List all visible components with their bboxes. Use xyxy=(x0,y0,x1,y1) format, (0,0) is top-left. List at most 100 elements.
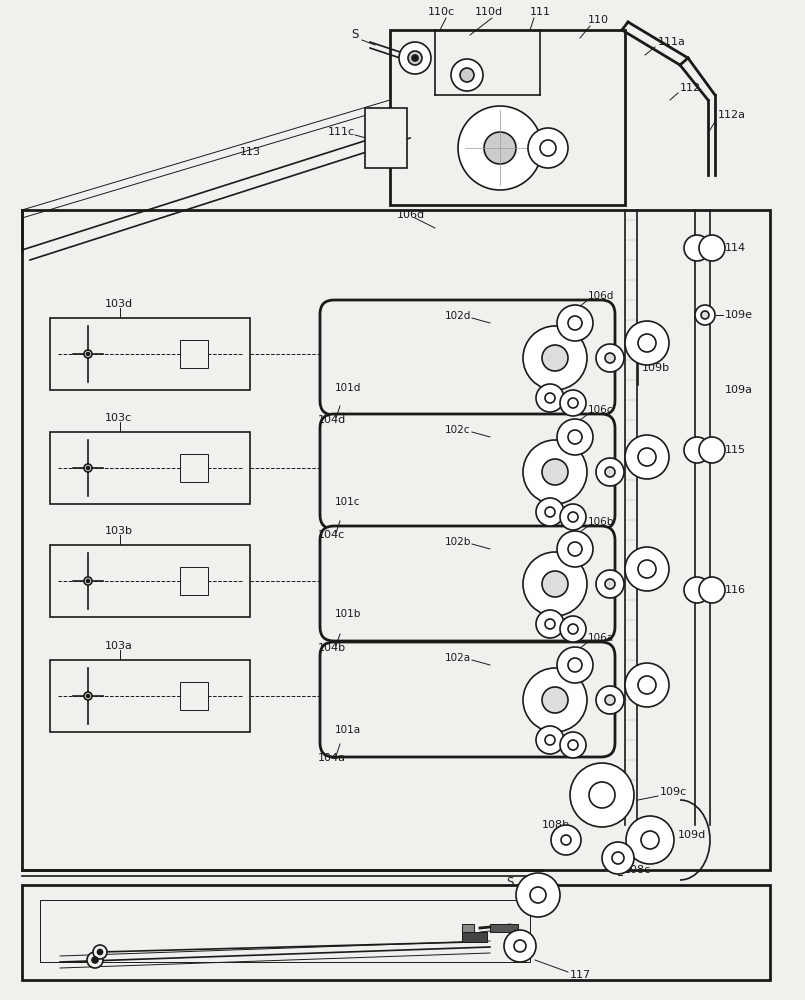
Circle shape xyxy=(551,825,581,855)
Text: 110d: 110d xyxy=(475,7,503,17)
Circle shape xyxy=(625,435,669,479)
Text: 110c: 110c xyxy=(428,7,455,17)
Circle shape xyxy=(596,686,624,714)
Text: 111a: 111a xyxy=(658,37,686,47)
Circle shape xyxy=(638,334,656,352)
Circle shape xyxy=(92,957,98,963)
Circle shape xyxy=(605,579,615,589)
Text: 109a: 109a xyxy=(725,385,753,395)
Circle shape xyxy=(560,732,586,758)
Circle shape xyxy=(568,430,582,444)
Circle shape xyxy=(684,577,710,603)
Circle shape xyxy=(699,235,725,261)
Circle shape xyxy=(86,694,89,698)
Text: 101c: 101c xyxy=(335,497,361,507)
Circle shape xyxy=(568,624,578,634)
Bar xyxy=(180,567,208,595)
Text: 113: 113 xyxy=(240,147,261,157)
Circle shape xyxy=(523,326,587,390)
Circle shape xyxy=(536,384,564,412)
Text: 116: 116 xyxy=(725,585,746,595)
Circle shape xyxy=(596,570,624,598)
Text: 102d: 102d xyxy=(445,311,472,321)
Circle shape xyxy=(528,128,568,168)
Text: 115: 115 xyxy=(725,445,746,455)
Circle shape xyxy=(540,140,556,156)
Bar xyxy=(40,900,530,962)
Circle shape xyxy=(699,577,725,603)
Circle shape xyxy=(638,448,656,466)
Circle shape xyxy=(568,512,578,522)
Circle shape xyxy=(699,437,725,463)
Circle shape xyxy=(542,687,568,713)
Circle shape xyxy=(84,692,92,700)
Circle shape xyxy=(557,647,593,683)
Text: 103b: 103b xyxy=(105,526,133,536)
Circle shape xyxy=(701,311,709,319)
Circle shape xyxy=(557,419,593,455)
Text: 104b: 104b xyxy=(318,643,346,653)
Circle shape xyxy=(557,305,593,341)
Bar xyxy=(50,318,250,390)
Circle shape xyxy=(86,580,89,582)
Circle shape xyxy=(542,571,568,597)
Circle shape xyxy=(570,763,634,827)
Circle shape xyxy=(86,353,89,356)
Circle shape xyxy=(641,831,659,849)
Circle shape xyxy=(560,390,586,416)
Circle shape xyxy=(605,695,615,705)
Text: 114: 114 xyxy=(725,243,746,253)
Circle shape xyxy=(605,467,615,477)
FancyBboxPatch shape xyxy=(320,526,615,641)
Circle shape xyxy=(97,950,102,954)
Text: 101d: 101d xyxy=(335,383,361,393)
Text: 109d: 109d xyxy=(678,830,706,840)
Circle shape xyxy=(560,504,586,530)
Circle shape xyxy=(523,668,587,732)
Circle shape xyxy=(523,552,587,616)
Text: 104d: 104d xyxy=(318,415,346,425)
Text: 106c: 106c xyxy=(588,405,613,415)
Circle shape xyxy=(612,852,624,864)
Text: 111c: 111c xyxy=(328,127,355,137)
Circle shape xyxy=(638,560,656,578)
Circle shape xyxy=(545,735,555,745)
Text: S: S xyxy=(351,28,359,41)
Bar xyxy=(50,432,250,504)
FancyBboxPatch shape xyxy=(320,414,615,529)
Circle shape xyxy=(545,619,555,629)
Circle shape xyxy=(568,316,582,330)
Circle shape xyxy=(460,68,474,82)
Text: 110: 110 xyxy=(588,15,609,25)
Text: 101a: 101a xyxy=(335,725,361,735)
Bar xyxy=(180,340,208,368)
Circle shape xyxy=(625,321,669,365)
Bar xyxy=(390,30,625,205)
Text: 112a: 112a xyxy=(718,110,746,120)
Circle shape xyxy=(568,740,578,750)
Text: 102c: 102c xyxy=(445,425,470,435)
Bar xyxy=(50,660,250,732)
Circle shape xyxy=(596,344,624,372)
Circle shape xyxy=(523,440,587,504)
Circle shape xyxy=(514,940,526,952)
Bar xyxy=(50,545,250,617)
Bar xyxy=(365,108,407,168)
Text: 104c: 104c xyxy=(318,530,345,540)
Circle shape xyxy=(84,350,92,358)
Bar xyxy=(180,682,208,710)
Circle shape xyxy=(87,952,103,968)
Text: 102b: 102b xyxy=(445,537,472,547)
Text: 111: 111 xyxy=(530,7,551,17)
Circle shape xyxy=(86,466,89,470)
Circle shape xyxy=(560,616,586,642)
Circle shape xyxy=(568,398,578,408)
Text: 109c: 109c xyxy=(660,787,687,797)
Circle shape xyxy=(596,458,624,486)
Bar xyxy=(180,454,208,482)
Circle shape xyxy=(605,353,615,363)
Text: 106d: 106d xyxy=(588,291,614,301)
Circle shape xyxy=(638,676,656,694)
Text: 106d: 106d xyxy=(397,210,425,220)
Text: 109e: 109e xyxy=(725,310,753,320)
